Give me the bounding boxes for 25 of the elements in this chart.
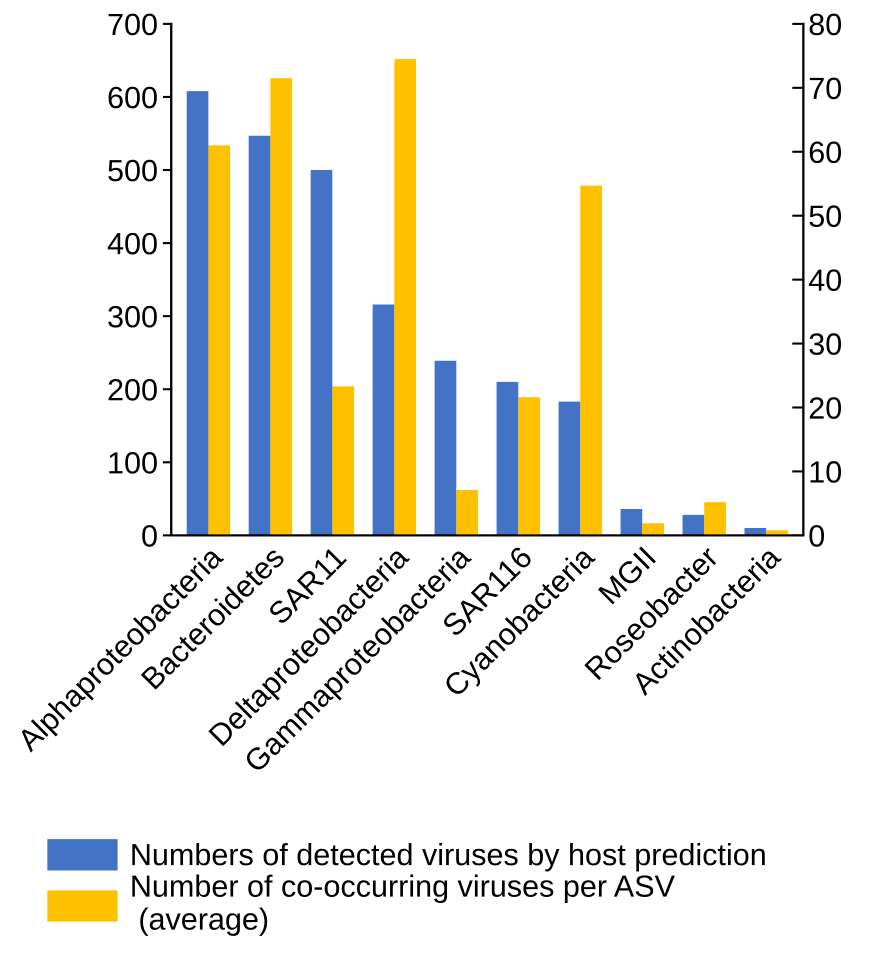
y2-tick-label: 30 [809, 333, 842, 355]
bar [580, 186, 602, 536]
y-tick-label: 300 [108, 306, 157, 328]
y2-tick-label: 50 [809, 205, 842, 228]
legend-label: Number of co-occurring viruses per ASV (average) [132, 874, 675, 936]
y-tick-label: 600 [108, 86, 157, 108]
legend-label: Numbers of detected viruses by host prediction [132, 842, 765, 872]
y-tick-label: 0 [142, 525, 157, 547]
y2-tick-label: 0 [809, 525, 824, 547]
bar [456, 490, 478, 536]
y2-tick-label: 70 [810, 78, 842, 100]
y-tick-label: 100 [109, 452, 157, 474]
bar [620, 509, 642, 536]
bar [310, 170, 332, 536]
y2-tick-label: 20 [810, 397, 842, 419]
y2-tick-label: 10 [810, 461, 842, 483]
y2-tick-label: 60 [810, 142, 842, 164]
y-tick-label: 700 [108, 14, 157, 36]
y-tick-label: 500 [108, 160, 157, 182]
y-tick-label: 400 [108, 232, 157, 254]
y-tick-label: 200 [108, 378, 157, 401]
bar [394, 59, 416, 536]
bar [434, 360, 456, 536]
y2-tick-label: 40 [808, 269, 842, 291]
y2-tick-label: 80 [810, 14, 842, 36]
